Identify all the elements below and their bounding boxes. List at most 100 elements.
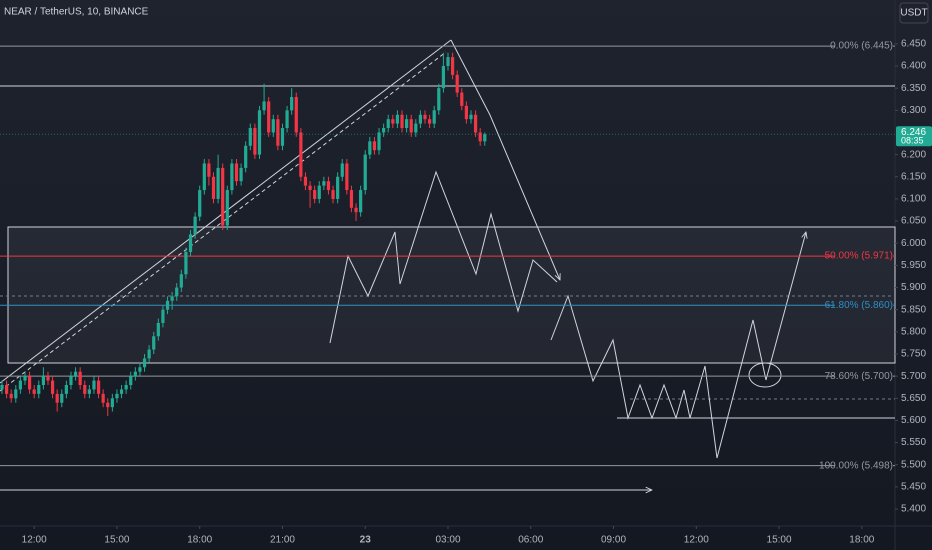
symbol-title: NEAR / TetherUS, 10, BINANCE [4,7,149,18]
candle-body [202,163,206,191]
candle-body [460,92,464,106]
candle-body [427,119,432,124]
candle-body [37,385,41,394]
candle-body [69,376,73,385]
candle-body [4,385,9,394]
y-tick-label: 5.950 [901,260,926,271]
candle-body [253,128,257,155]
candle-body [280,128,285,146]
y-tick-label: 6.000 [901,238,926,249]
candle-body [170,296,174,301]
y-tick-label: 6.050 [901,216,926,227]
candle-body [147,349,151,359]
fib-label: 50.00% (5.971) [825,251,893,262]
candle-body [308,185,312,191]
candle-body [326,181,331,191]
candle-body [285,110,289,129]
currency-button[interactable] [899,2,929,24]
candle-body [152,336,156,350]
y-tick-label: 6.100 [901,194,926,205]
y-tick-label: 6.350 [901,83,926,94]
x-tick-label: 09:00 [601,535,626,546]
y-tick-label: 5.500 [901,459,926,470]
candle-body [78,371,82,385]
candle-body [441,66,446,89]
y-tick-label: 5.800 [901,326,926,337]
candle-body [446,57,450,67]
candle-body [418,114,423,124]
candle-body [303,176,308,186]
y-tick-label: 5.850 [901,304,926,315]
candle-body [464,105,469,120]
candle-body [73,371,78,377]
candle-body [23,376,27,381]
candle-body [267,101,271,133]
fib-label: 0.00% (6.445) [830,41,893,52]
candle-body [156,322,160,337]
candle-body [96,380,101,394]
candle-body [119,389,124,394]
candle-body [129,376,133,385]
x-tick-label: 18:00 [187,535,212,546]
candle-body [216,167,220,199]
candle-body [372,141,377,151]
candle-body [405,119,409,129]
y-tick-label: 5.400 [901,504,926,515]
candle-body [188,234,193,253]
candle-body [395,114,400,124]
y-tick-label: 6.150 [901,171,926,182]
y-tick-label: 5.600 [901,415,926,426]
candle-body [294,97,298,133]
y-tick-label: 5.450 [901,482,926,493]
candle-body [161,309,165,323]
candle-body [101,393,105,403]
countdown-label: 08:35 [901,136,924,146]
candle-body [32,389,36,394]
candle-body [184,252,188,275]
range-box [7,226,896,364]
candle-body [46,376,50,381]
candle-body [400,114,404,129]
candle-body [248,128,252,146]
candle-body [340,163,344,177]
candle-body [450,57,455,75]
x-tick-label: 12:00 [22,535,47,546]
x-tick-label: 03:00 [435,535,460,546]
candle-body [313,190,317,199]
candle-body [133,371,137,377]
x-tick-label: 15:00 [767,535,792,546]
fib-label: 78.60% (5.700) [825,371,893,382]
candle-body [27,376,32,390]
y-tick-label: 5.650 [901,393,926,404]
candle-body [92,380,96,390]
pattern-path [329,170,558,344]
candle-body [175,287,179,297]
candle-body [432,110,436,124]
candle-body [193,216,197,235]
candle-body [115,393,119,399]
candle-body [331,190,335,199]
candle-body [262,101,266,111]
candle-body [276,119,280,146]
candle-body [299,132,303,177]
y-tick-label: 6.200 [901,149,926,160]
y-tick-label: 6.300 [901,105,926,116]
y-tick-label: 5.700 [901,371,926,382]
candle-body [124,385,128,390]
x-tick-label: 12:00 [684,535,709,546]
candle-body [359,190,363,213]
highlight-circle [748,362,782,388]
candle-body [368,141,372,155]
candle-body [14,389,18,399]
candle-body [336,176,340,199]
candle-body [437,88,441,111]
candle-body [414,123,418,133]
candle-body [179,274,183,288]
candle-body [271,119,275,133]
last-price-label: 6.246 [901,127,926,138]
candle-body [0,385,4,390]
currency-label[interactable]: USDT [900,8,927,19]
x-tick-label: 23 [360,535,372,546]
